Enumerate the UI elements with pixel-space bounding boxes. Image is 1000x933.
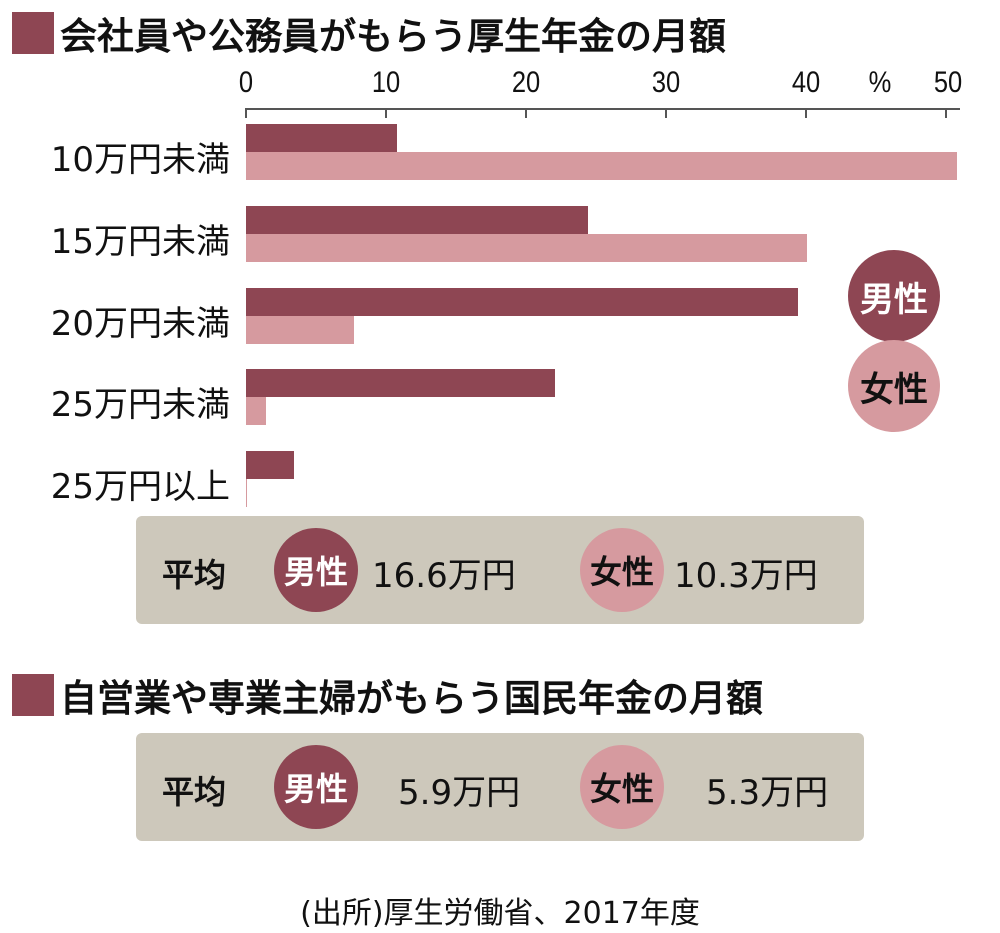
x-tick-label: 0 [238, 66, 254, 99]
x-tick-mark [245, 108, 247, 118]
category-label: 15万円未満 [50, 222, 230, 262]
average-male-badge: 男性 [274, 745, 358, 829]
legend-male: 男性 [848, 250, 940, 342]
average-male-value: 5.9万円 [398, 773, 521, 813]
x-tick-mark [805, 108, 807, 118]
x-tick-label: 20 [511, 66, 541, 99]
x-axis-line [246, 108, 960, 110]
category-label: 10万円未満 [50, 140, 230, 180]
source-note: (出所)厚生労働省、2017年度 [300, 896, 700, 931]
title-text: 自営業や専業主婦がもらう国民年金の月額 [60, 677, 763, 720]
bar-male [246, 369, 556, 397]
category-label: 25万円以上 [50, 467, 230, 507]
title-marker-icon [12, 674, 54, 716]
title-marker-icon [12, 12, 54, 54]
x-tick-label: 30 [651, 66, 681, 99]
chart-title-national-pension: 自営業や専業主婦がもらう国民年金の月額 [12, 668, 763, 722]
average-male-value: 16.6万円 [372, 556, 516, 596]
average-male-badge: 男性 [274, 528, 358, 612]
x-tick-label: 40 [791, 66, 821, 99]
average-female-badge: 女性 [580, 528, 664, 612]
bar-female [246, 397, 266, 425]
legend-female: 女性 [848, 340, 940, 432]
bar-male [246, 288, 798, 316]
average-female-value: 10.3万円 [674, 556, 818, 596]
chart-title-employee-pension: 会社員や公務員がもらう厚生年金の月額 [12, 6, 726, 60]
axis-unit-label: % [868, 66, 892, 99]
bar-male [246, 451, 294, 479]
x-tick-mark [945, 108, 947, 118]
x-tick-mark [665, 108, 667, 118]
average-box-national-pension: 平均 男性 5.9万円 女性 5.3万円 [136, 733, 864, 841]
x-tick-mark [385, 108, 387, 118]
x-tick-label: 50 [933, 66, 963, 99]
x-tick-label: 10 [371, 66, 401, 99]
bar-female [246, 316, 354, 344]
title-text: 会社員や公務員がもらう厚生年金の月額 [60, 15, 726, 58]
bar-male [246, 206, 588, 234]
x-tick-mark [525, 108, 527, 118]
bar-female [246, 479, 248, 507]
average-label: 平均 [162, 773, 227, 811]
bar-male [246, 124, 398, 152]
average-label: 平均 [162, 556, 227, 594]
category-label: 20万円未満 [50, 304, 230, 344]
bar-female [246, 234, 808, 262]
bar-female [246, 152, 958, 180]
average-box-employee-pension: 平均 男性 16.6万円 女性 10.3万円 [136, 516, 864, 624]
category-label: 25万円未満 [50, 385, 230, 425]
average-female-badge: 女性 [580, 745, 664, 829]
average-female-value: 5.3万円 [706, 773, 829, 813]
